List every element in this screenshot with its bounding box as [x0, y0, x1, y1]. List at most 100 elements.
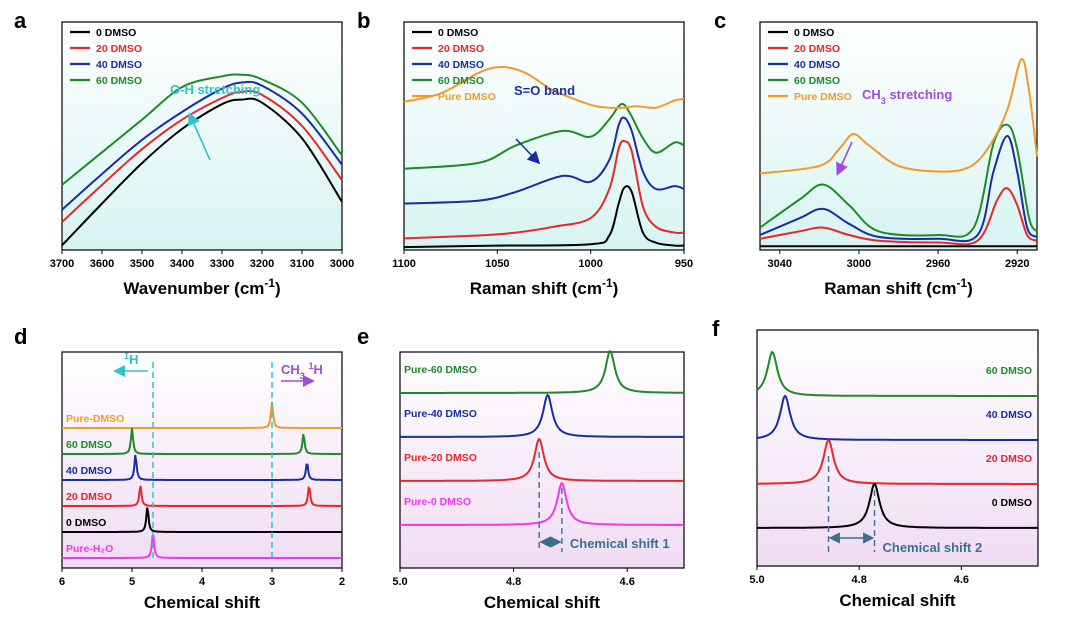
x-axis-tick-label-3: 950	[675, 258, 693, 270]
legend-entry-0: 0 DMSO	[96, 27, 136, 39]
svg-text:e: e	[357, 324, 369, 349]
panel-a-ir-spectrum: 3700 3600 3500 3400 3300 3200 3100 3000 Wavenumb…	[50, 21, 354, 298]
legend-entry-3: 60 DMSO	[438, 75, 484, 87]
x-axis-tick-label-1: 1050	[485, 258, 509, 270]
series-line-2	[400, 437, 684, 482]
series-line-3	[757, 482, 1038, 529]
plot-area	[61, 21, 343, 251]
series-label-2: Pure-20 DMSO	[404, 452, 477, 464]
x-axis-tick-label-0: 3040	[768, 258, 792, 270]
x-axis-tick-label-1: 4.8	[506, 576, 521, 588]
svg-text:a: a	[14, 8, 27, 33]
x-axis-label: Chemical shift	[484, 593, 601, 612]
legend-entry-1: 20 DMSO	[794, 43, 840, 55]
plot-area	[759, 21, 1038, 251]
series-line-0	[400, 349, 685, 394]
legend-entry-4: Pure DMSO	[438, 91, 496, 103]
annotation-ch3-1h: CH3 1H	[281, 361, 323, 381]
arrow-ch3	[836, 141, 853, 176]
x-axis-tick-label-2: 3500	[130, 258, 154, 270]
series-label-4: 0 DMSO	[66, 517, 106, 529]
series-line-1	[403, 139, 685, 240]
series-label-3: Pure-0 DMSO	[404, 496, 471, 508]
x-axis-tick-label-1: 4.8	[852, 574, 867, 586]
x-axis-tick-label-3: 3	[269, 576, 275, 588]
annotation-oh: O-H stretching	[170, 82, 260, 97]
series-line-2	[759, 134, 1038, 243]
annotation-ch3: CH3 stretching	[862, 87, 952, 106]
legend-entry-4: Pure DMSO	[794, 91, 852, 103]
series-line-4	[759, 58, 1038, 175]
x-axis-tick-label-1: 3000	[847, 258, 871, 270]
series-line-1	[400, 393, 684, 438]
plot-area	[399, 351, 685, 569]
series-label-1: 60 DMSO	[66, 439, 112, 451]
series-label-0: Pure-DMSO	[66, 413, 124, 425]
x-axis-label: Chemical shift	[839, 591, 956, 610]
x-axis-tick-label-3: 3400	[170, 258, 194, 270]
panel-f-nmr-zoom: 60 DMSO 40 DMSO 20 DMSO 0 DMSO 5.0 4.8 4.6 Chem…	[749, 329, 1039, 610]
legend-entry-2: 40 DMSO	[96, 59, 142, 71]
series-label-1: 40 DMSO	[986, 409, 1032, 421]
plot-area	[61, 351, 343, 569]
series-line-3	[61, 73, 343, 186]
x-axis-label: Raman shift (cm-1)	[824, 276, 973, 298]
annotation-shift-2: Chemical shift 2	[883, 540, 983, 555]
series-label-3: 0 DMSO	[992, 497, 1032, 509]
legend-entry-3: 60 DMSO	[96, 75, 142, 87]
legend-entry-0: 0 DMSO	[438, 27, 478, 39]
x-axis-tick-label-7: 3000	[330, 258, 354, 270]
x-axis-label: Chemical shift	[144, 593, 261, 612]
x-axis-tick-label-4: 2	[339, 576, 345, 588]
x-axis-tick-label-1: 3600	[90, 258, 114, 270]
panel-b-raman-so: 1100 1050 1000 950 Raman shift (cm-1) 0 DMSO 2…	[392, 21, 693, 298]
series-line-3	[400, 481, 684, 526]
legend-entry-3: 60 DMSO	[794, 75, 840, 87]
series-line-2	[757, 438, 1038, 485]
arrow-oh	[188, 112, 211, 161]
series-line-0	[61, 97, 343, 246]
series-label-3: 20 DMSO	[66, 491, 112, 503]
svg-text:d: d	[14, 324, 27, 349]
series-line-4	[62, 507, 342, 533]
svg-text:f: f	[712, 316, 720, 341]
series-label-0: Pure-60 DMSO	[404, 364, 477, 376]
annotation-shift-1: Chemical shift 1	[570, 536, 670, 551]
series-line-1	[759, 187, 1038, 246]
series-line-0	[62, 401, 342, 429]
x-axis-tick-label-6: 3100	[290, 258, 314, 270]
series-line-3	[403, 102, 685, 170]
series-line-4	[403, 65, 685, 109]
annotation-so: S=O band	[514, 83, 575, 98]
legend-entry-2: 40 DMSO	[794, 59, 840, 71]
series-line-2	[61, 80, 343, 211]
series-line-1	[61, 90, 343, 223]
series-label-0: 60 DMSO	[986, 365, 1032, 377]
series-line-1	[756, 394, 1038, 441]
x-axis-tick-label-2: 1000	[578, 258, 602, 270]
series-line-5	[62, 535, 342, 559]
x-axis-tick-label-0: 1100	[392, 258, 416, 270]
series-label-1: Pure-40 DMSO	[404, 408, 477, 420]
x-axis-tick-label-0: 6	[59, 576, 65, 588]
series-line-0	[756, 350, 1038, 397]
panel-d-nmr: Pure-DMSO 60 DMSO 40 DMSO 20 DMSO 0 DMSO Pure…	[59, 351, 345, 612]
plot-area	[756, 329, 1039, 567]
annotation-1h: 1H	[124, 351, 138, 367]
series-line-2	[62, 454, 342, 481]
x-axis-tick-label-2: 4	[199, 576, 206, 588]
x-axis-tick-label-1: 5	[129, 576, 135, 588]
series-label-5: Pure-H₂O	[66, 543, 113, 555]
x-axis-tick-label-2: 2960	[926, 258, 950, 270]
legend-entry-2: 40 DMSO	[438, 59, 484, 71]
x-axis-tick-label-0: 5.0	[392, 576, 407, 588]
x-axis-tick-label-3: 2920	[1005, 258, 1029, 270]
x-axis-label: Wavenumber (cm-1)	[123, 276, 280, 298]
svg-text:b: b	[357, 8, 370, 33]
series-line-0	[403, 185, 685, 249]
panel-c-raman-ch3: 3040 3000 2960 2920 Raman shift (cm-1) 0 DMSO…	[759, 21, 1038, 298]
legend-entry-0: 0 DMSO	[794, 27, 834, 39]
series-line-3	[759, 123, 1038, 238]
x-axis-tick-label-2: 4.6	[954, 574, 969, 586]
series-line-1	[62, 427, 342, 455]
